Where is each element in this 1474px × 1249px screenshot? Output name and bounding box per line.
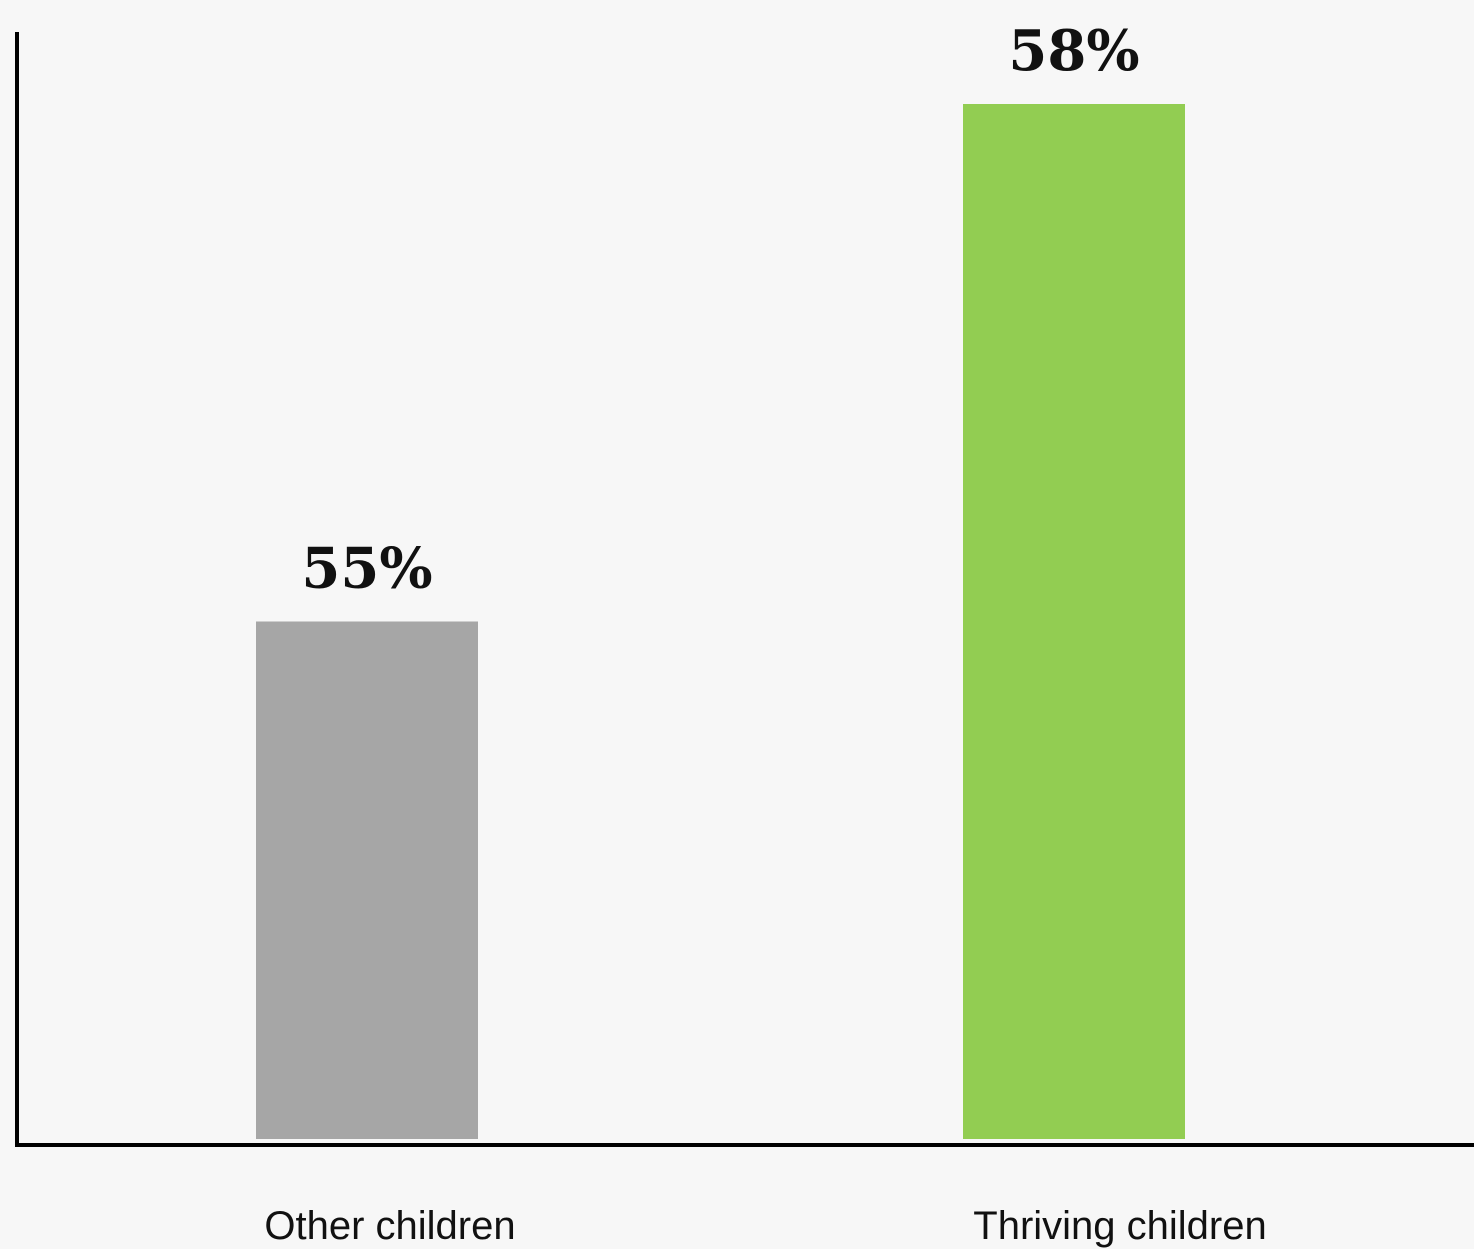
bar-thriving-children — [963, 104, 1185, 1139]
bars-layer — [256, 104, 1185, 1139]
bar-other-children — [256, 621, 478, 1139]
labels-layer: 55% Other children 58% Thriving children — [264, 18, 1266, 1248]
data-label-thriving-children: 58% — [1008, 18, 1139, 84]
category-label-thriving-children: Thriving children — [973, 1204, 1266, 1248]
data-label-other-children: 55% — [301, 536, 432, 602]
category-label-other-children: Other children — [264, 1204, 515, 1248]
